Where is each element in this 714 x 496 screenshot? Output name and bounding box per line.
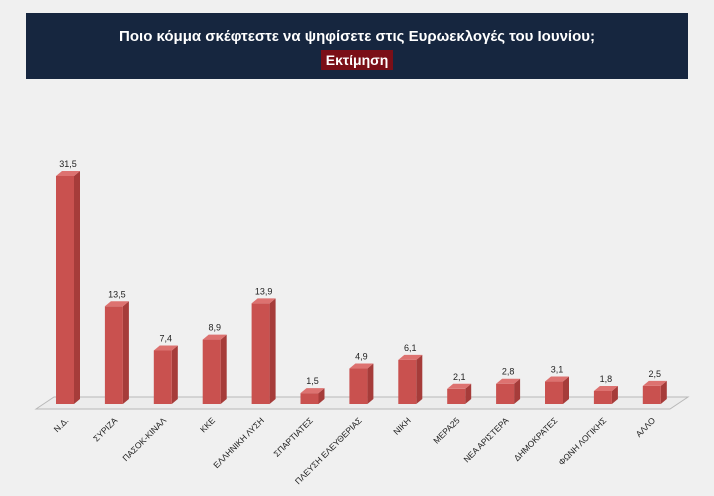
category-label: ΣΠΑΡΤΙΑΤΕΣ <box>271 415 314 458</box>
bar-side <box>416 354 423 404</box>
bar-front <box>153 350 172 404</box>
bar-top <box>545 376 569 382</box>
bar-front <box>56 176 74 404</box>
bar-top <box>104 301 129 307</box>
bar-front <box>251 303 270 404</box>
bar-front <box>496 383 515 404</box>
value-label: 1,5 <box>306 376 319 386</box>
bar-front <box>104 306 123 404</box>
title-banner: Ποιο κόμμα σκέφτεστε να ψηφίσετε στις Ευ… <box>26 13 688 79</box>
bar-top <box>202 334 227 340</box>
value-label: 4,9 <box>355 352 368 362</box>
category-label: ΑΛΛΟ <box>634 415 658 439</box>
chart-title: Ποιο κόμμα σκέφτεστε να ψηφίσετε στις Ευ… <box>119 28 595 45</box>
labels-group: 31,5 Ν.Δ. 13,5 ΣΥΡΙΖΑ 7,4 ΠΑΣΟΚ-ΚΙΝΑΛ 8,9 ΚΚΕ 13… <box>52 159 661 486</box>
bar-1 <box>56 171 80 404</box>
bar-3 <box>153 345 178 404</box>
bar-side <box>122 301 129 404</box>
category-label: Ν.Δ. <box>52 415 71 434</box>
category-label: ΝΙΚΗ <box>391 415 412 436</box>
category-label: ΕΛΛΗΝΙΚΗ ΛΥΣΗ <box>211 415 266 470</box>
category-label: ΝΕΑ ΑΡΙΣΤΕΡΑ <box>461 415 510 464</box>
category-label: ΚΚΕ <box>198 415 217 434</box>
bar-side <box>74 171 80 404</box>
value-label: 2,1 <box>453 372 466 382</box>
bar-front <box>349 368 368 404</box>
value-label: 13,9 <box>255 286 273 296</box>
bar-top <box>251 298 276 304</box>
value-label: 6,1 <box>404 343 417 353</box>
bar-top <box>56 171 80 176</box>
value-label: 2,5 <box>649 369 662 379</box>
value-label: 1,8 <box>600 374 613 384</box>
bar-side <box>514 378 521 404</box>
bar-front <box>593 390 612 404</box>
value-label: 13,5 <box>108 289 126 299</box>
value-label: 2,8 <box>502 367 515 377</box>
bar-side <box>220 334 227 404</box>
bar-front <box>642 385 661 404</box>
bar-6 <box>300 388 325 404</box>
bar-2 <box>104 301 129 404</box>
bar-5 <box>251 298 276 404</box>
bar-top <box>496 378 521 384</box>
bar-side <box>563 376 569 404</box>
bar-front <box>202 339 221 404</box>
category-label: ΜΕΡΑ25 <box>431 415 462 446</box>
bar-side <box>465 383 472 404</box>
bar-top <box>642 380 667 386</box>
value-label: 3,1 <box>551 365 564 375</box>
bar-front <box>545 381 563 404</box>
bar-top <box>593 385 618 391</box>
bar-side <box>171 345 178 404</box>
bar-12 <box>593 385 618 404</box>
bar-top <box>447 383 472 389</box>
bar-side <box>611 385 618 404</box>
category-label: ΔΗΜΟΚΡΑΤΕΣ <box>512 415 560 463</box>
bar-side <box>269 298 276 404</box>
bar-13 <box>642 380 667 404</box>
bar-top <box>153 345 178 351</box>
bar-8 <box>398 354 423 404</box>
bar-10 <box>496 378 521 404</box>
category-label: ΦΩΝΗ ΛΟΓΙΚΗΣ <box>556 415 608 467</box>
chart-subtitle: Εκτίμηση <box>320 50 394 70</box>
value-label: 7,4 <box>160 333 173 343</box>
value-label: 8,9 <box>208 323 221 333</box>
bar-top <box>349 363 374 369</box>
bar-side <box>318 388 325 404</box>
value-label: 31,5 <box>59 159 77 169</box>
bar-4 <box>202 334 227 404</box>
bar-top <box>398 354 423 360</box>
bar-front <box>447 388 466 404</box>
category-label: ΠΑΣΟΚ-ΚΙΝΑΛ <box>120 415 168 463</box>
category-label: ΣΥΡΙΖΑ <box>91 415 119 443</box>
bar-front <box>398 359 417 404</box>
bar-7 <box>349 363 374 404</box>
bars-group <box>56 171 667 404</box>
bar-top <box>300 388 325 394</box>
bar-side <box>367 363 374 404</box>
bar-side <box>660 380 667 404</box>
bar-front <box>300 393 319 404</box>
bar-11 <box>545 376 569 404</box>
bar-9 <box>447 383 472 404</box>
